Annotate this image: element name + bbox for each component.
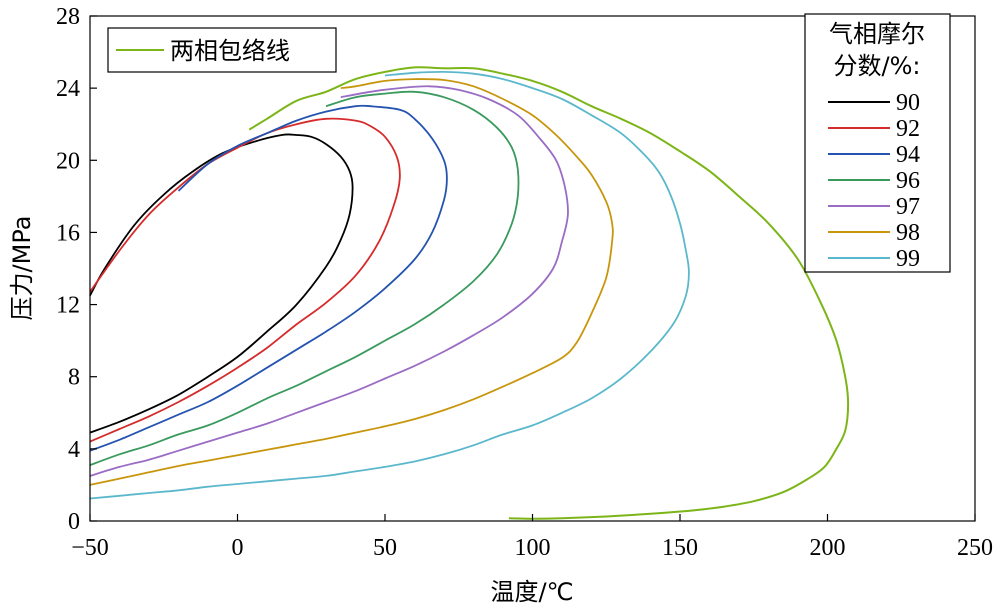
envelope-line xyxy=(248,66,850,520)
series-line-97 xyxy=(89,85,569,477)
series-line-92 xyxy=(89,117,401,443)
curves-layer xyxy=(89,66,850,520)
legend-label-90: 90 xyxy=(896,90,920,116)
series-line-96 xyxy=(89,90,520,466)
series-legend-title-line2: 分数/%: xyxy=(834,52,921,80)
y-tick-label: 8 xyxy=(68,365,80,391)
legend-label-97: 97 xyxy=(896,194,920,220)
y-tick-label: 28 xyxy=(56,4,80,30)
x-axis: −50 0 50 100 150 200 250 xyxy=(71,514,993,561)
envelope-legend-label: 两相包络线 xyxy=(170,37,290,65)
series-legend-box xyxy=(804,13,951,273)
legend-label-96: 96 xyxy=(896,168,920,194)
y-tick-label: 4 xyxy=(68,437,80,463)
x-tick-label: 250 xyxy=(957,535,993,561)
envelope-legend: 两相包络线 xyxy=(107,27,337,73)
y-tick-label: 24 xyxy=(56,76,80,102)
y-tick-label: 12 xyxy=(56,293,80,319)
legend-label-94: 94 xyxy=(896,142,920,168)
y-tick-label: 20 xyxy=(56,148,80,174)
y-tick-label: 0 xyxy=(68,509,80,535)
y-tick-label: 16 xyxy=(56,220,80,246)
x-tick-label: 150 xyxy=(662,535,698,561)
x-tick-label: 0 xyxy=(232,535,244,561)
legend-label-99: 99 xyxy=(896,246,920,272)
y-axis: 0 4 8 12 16 20 24 28 xyxy=(56,4,97,535)
x-axis-title: 温度/℃ xyxy=(490,578,573,606)
y-axis-title: 压力/MPa xyxy=(8,216,36,321)
x-tick-label: 50 xyxy=(373,535,397,561)
x-tick-label: −50 xyxy=(71,535,109,561)
series-line-90 xyxy=(89,133,354,434)
x-tick-label: 100 xyxy=(515,535,551,561)
series-legend-title-line1: 气相摩尔 xyxy=(829,20,925,48)
legend-label-92: 92 xyxy=(896,116,920,142)
x-tick-label: 200 xyxy=(810,535,846,561)
series-line-99 xyxy=(89,70,690,500)
series-line-94 xyxy=(89,104,448,452)
series-line-98 xyxy=(89,78,614,486)
legend-label-98: 98 xyxy=(896,220,920,246)
